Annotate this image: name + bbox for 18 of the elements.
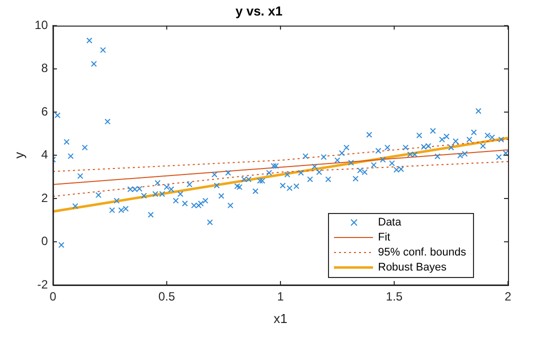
x-tick-label: 2: [504, 290, 512, 304]
legend-label: Robust Bayes: [378, 262, 447, 274]
y-tick-label: 2: [41, 190, 48, 205]
x-tick-label: 0.5: [158, 290, 176, 304]
y-tick-label: 10: [34, 18, 48, 32]
y-tick-label: 4: [41, 148, 48, 162]
legend-label: Fit: [378, 232, 390, 244]
x-tick-label: 1: [277, 290, 284, 304]
x-axis-title: x1: [274, 310, 288, 326]
legend-label: Data: [378, 216, 402, 229]
legend-label: 95% conf. bounds: [378, 246, 467, 259]
y-tick-label: -2: [37, 277, 48, 292]
x-tick-label: 1.5: [386, 290, 403, 304]
y-tick-label: 0: [41, 234, 48, 248]
y-tick-label: 6: [41, 104, 48, 118]
chart-title: y vs. x1: [236, 3, 282, 18]
y-axis-title: y: [11, 152, 26, 159]
y-tick-label: 8: [41, 61, 48, 76]
